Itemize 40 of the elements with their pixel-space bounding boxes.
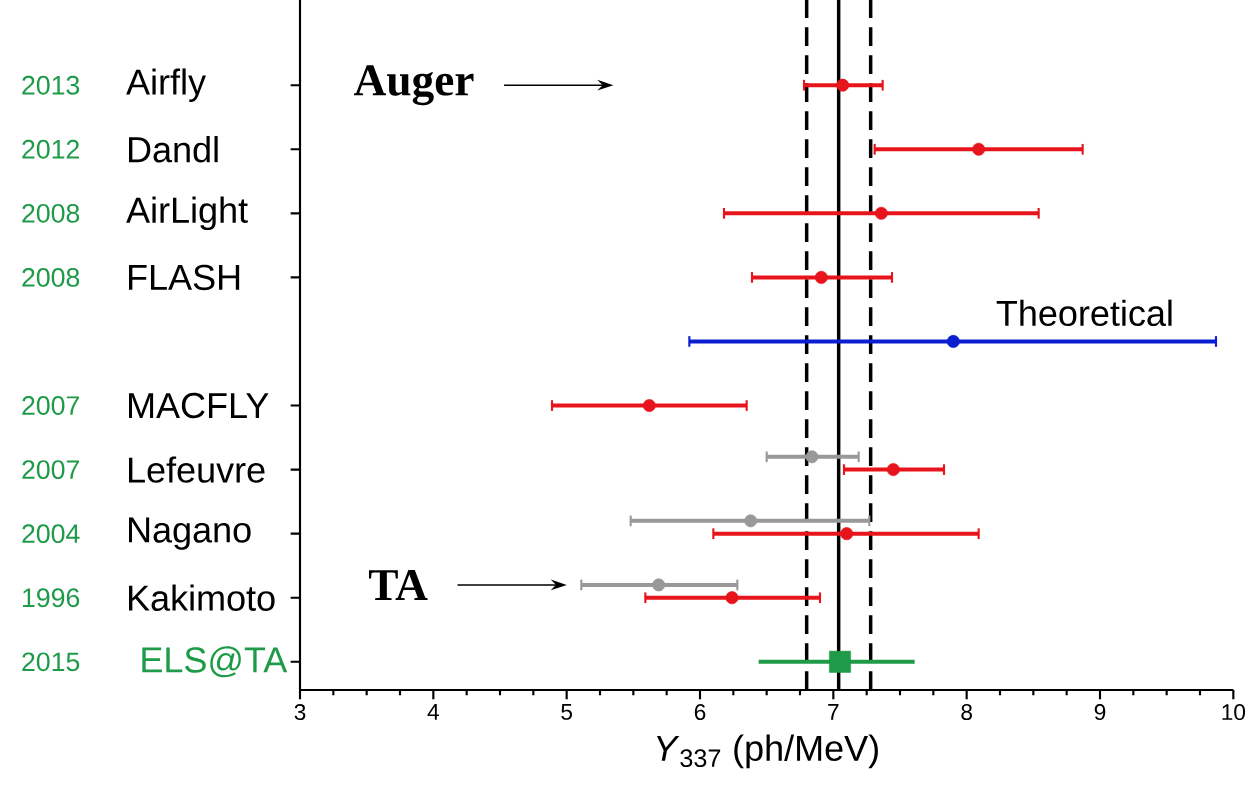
point [886,463,900,477]
point [946,335,960,348]
series-label: Theoretical [996,299,1172,327]
text: 2007 [22,396,79,415]
y-tick-label: FLASH [129,264,240,291]
x-tick-label: 6 [694,704,706,721]
text: 2015 [22,652,80,672]
point [972,142,986,156]
text: 2008 [22,203,80,223]
text: 2012 [22,139,79,159]
y-tick-label: AirLight [126,196,248,231]
y-tick-label: Lefeuvre [129,456,265,483]
text: 2013 [22,75,80,95]
x-tick-label: 3 [294,704,306,721]
x-tick-label: 5 [561,704,573,720]
y-tick-label: Dandl [129,136,218,163]
annotation: Auger [354,65,474,106]
text: 1996 [23,588,80,608]
text: 2007 [22,460,79,480]
y-tick-label: Kakimoto [129,584,275,611]
y-tick-label: MACFLY [129,392,269,419]
y-tick-label: Nagano [129,517,251,550]
x-tick-label: 7 [828,704,839,720]
y-tick-label: Airfly [126,68,206,102]
x-tick-label: 8 [961,704,972,721]
annotation: TA [368,569,428,600]
point [814,271,828,284]
x-axis-title: Y$_{337}$ (ph/MeV) [656,734,878,769]
x-tick-label: 4 [427,704,439,720]
point [836,78,850,92]
point [829,650,851,673]
point [840,527,854,541]
point [642,399,656,412]
y-tick-label: ELS@TA [142,646,288,678]
point [725,591,739,605]
x-tick-label: 10 [1222,704,1246,721]
text: 2004 [22,524,80,544]
point [874,206,888,220]
text: 2008 [22,267,80,287]
x-tick-label: 9 [1094,704,1106,721]
